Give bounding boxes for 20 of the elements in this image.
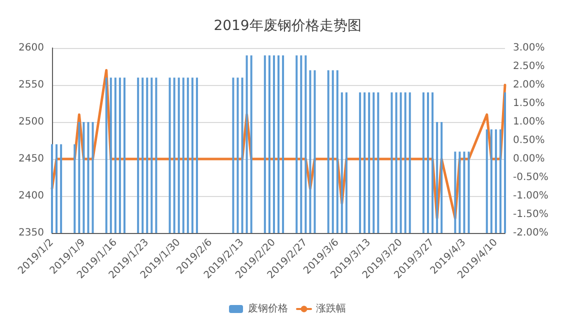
y2-tick-label: 1.50%	[513, 98, 545, 109]
y2-tick-label: 0.00%	[513, 154, 545, 164]
y2-tick-label: 1.00%	[513, 116, 545, 128]
y2-tick-label: -1.50%	[513, 209, 548, 220]
y2-tick-label: 3.00%	[513, 42, 545, 54]
y-tick-label: 2350	[18, 228, 44, 238]
y2-tick-label: 2.50%	[513, 61, 545, 72]
y2-tick-label: 2.00%	[513, 80, 545, 90]
y-tick-label: 2600	[18, 42, 44, 54]
y2-tick-label: 0.50%	[513, 135, 545, 146]
y-tick-label: 2550	[18, 80, 44, 90]
y-tick-label: 2500	[18, 116, 44, 128]
y2-tick-label: -0.50%	[513, 172, 548, 183]
legend-label: 涨跌幅	[316, 302, 346, 314]
y2-tick-label: -2.00%	[513, 228, 548, 238]
y-tick-label: 2450	[18, 154, 44, 164]
legend-label: 废钢价格	[248, 302, 288, 314]
y-tick-label: 2400	[18, 190, 44, 202]
y2-tick-label: -1.00%	[513, 190, 548, 202]
chart-title: 2019年废钢价格走势图	[214, 18, 362, 34]
